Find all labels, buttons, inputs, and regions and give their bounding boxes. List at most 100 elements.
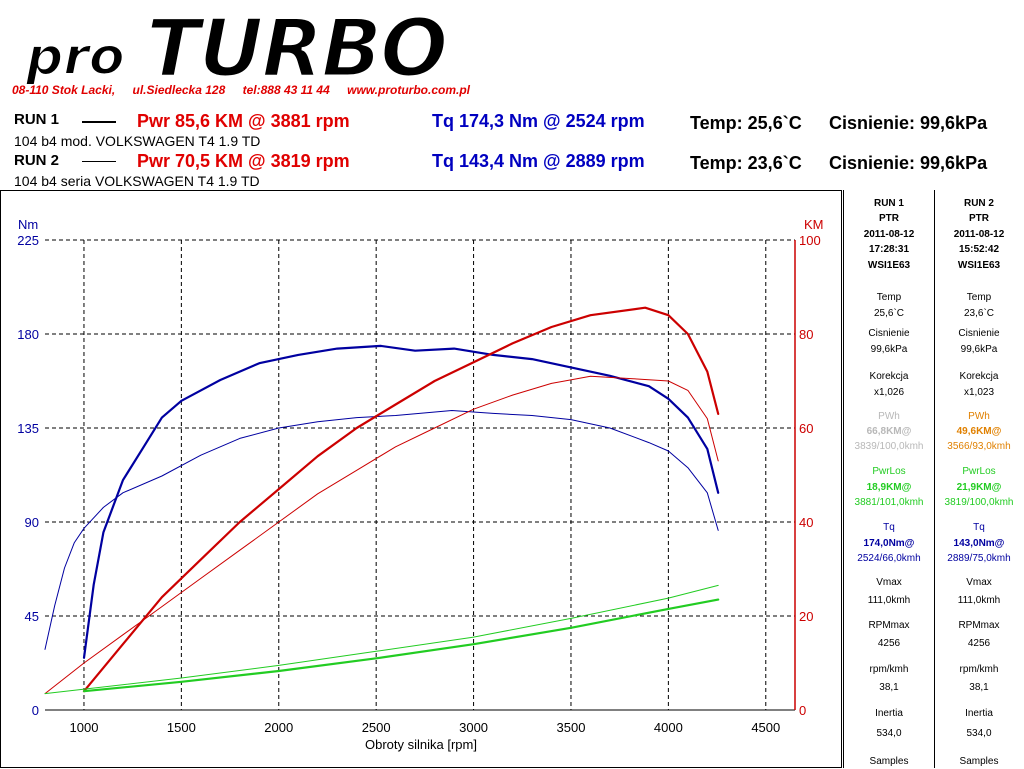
run2-rpmmax-title: RPMmax [958, 620, 1000, 631]
run1-rpmkmh-value: 38,1 [879, 682, 899, 693]
run2-description: 104 b4 seria VOLKSWAGEN T4 1.9 TD [14, 173, 260, 189]
run2-pwrlos-at: 3819/100,0kmh [944, 497, 1014, 508]
y-right-tick-label: 40 [799, 515, 813, 530]
run1-pwrlos-at: 3881/101,0kmh [854, 497, 924, 508]
run2-pressure: Cisnienie: 99,6kPa [829, 153, 988, 173]
run1-detail-run: RUN 1 [873, 198, 904, 209]
run2-detail-id: WSI1E63 [957, 260, 1001, 271]
y-left-axis-label: Nm [18, 217, 38, 232]
run1-temp-value: 25,6`C [873, 308, 904, 319]
run1-rpmkmh-title: rpm/kmh [869, 664, 909, 675]
run2-temp-value: 23,6`C [963, 308, 994, 319]
run1-vmax-title: Vmax [876, 577, 902, 588]
x-tick-label: 3500 [557, 720, 586, 735]
run2-kor-value: x1,023 [963, 387, 995, 398]
series-line-3 [82, 306, 720, 693]
run2-detail-run: RUN 2 [963, 198, 994, 209]
run2-pwrlos-title: PwrLos [962, 466, 996, 477]
run1-description: 104 b4 mod. VOLKSWAGEN T4 1.9 TD [14, 133, 261, 149]
grid [45, 239, 795, 710]
y-left-tick-label: 0 [32, 703, 39, 718]
y-right-tick-label: 80 [799, 327, 813, 342]
run2-pwh-title: PWh [968, 411, 990, 422]
run1-label: RUN 1 [14, 111, 60, 128]
run2-pwrlos-value: 21,9KM@ [956, 482, 1002, 493]
run2-vmax-value: 111,0kmh [957, 595, 1001, 606]
x-tick-label: 3000 [459, 720, 488, 735]
series-line-4 [44, 375, 719, 695]
run1-power: Pwr 85,6 KM @ 3881 rpm [137, 111, 350, 131]
series-line-2 [44, 410, 719, 650]
run1-pwh-value: 66,8KM@ [866, 426, 912, 437]
y-left-tick-label: 90 [25, 515, 39, 530]
run2-line-swatch [82, 161, 116, 162]
axes: 1000 1500 2000 2500 3000 3500 4000 450004590135… [17, 233, 820, 735]
contact-info: 08-110 Stok Lacki, ul.Siedlecka 128 tel:… [12, 83, 484, 97]
y-right-tick-label: 20 [799, 609, 813, 624]
dyno-chart: 1000 1500 2000 2500 3000 3500 4000 450004590135… [17, 217, 824, 752]
run2-temp-title: Temp [966, 292, 992, 303]
run1-tq-at: 2524/66,0kmh [857, 553, 921, 564]
run1-kor-title: Korekcja [869, 371, 909, 382]
run1-detail-time: 17:28:31 [868, 244, 910, 255]
run1-rpmmax-title: RPMmax [868, 620, 910, 631]
run1-samples-title: Samples [869, 756, 909, 767]
run1-pressure: Cisnienie: 99,6kPa [829, 113, 988, 133]
y-right-tick-label: 0 [799, 703, 806, 718]
run2-cisn-title: Cisnienie [958, 328, 1000, 339]
contact-address: 08-110 Stok Lacki, [12, 83, 116, 97]
run2-inertia-value: 534,0 [966, 728, 992, 739]
run2-detail-time: 15:52:42 [958, 244, 1000, 255]
series-line-5 [82, 598, 720, 693]
run1-inertia-value: 534,0 [876, 728, 902, 739]
series-line-6 [44, 584, 719, 695]
x-tick-label: 1000 [70, 720, 99, 735]
y-right-tick-label: 60 [799, 421, 813, 436]
y-left-tick-label: 135 [17, 421, 39, 436]
run2-pwh-value: 49,6KM@ [956, 426, 1002, 437]
svg-text:pro: pro [25, 27, 125, 86]
run1-temp: Temp: 25,6`C [690, 113, 802, 133]
run2-torque: Tq 143,4 Nm @ 2889 rpm [432, 151, 645, 171]
y-right-tick-label: 100 [799, 233, 821, 248]
series-line-1 [82, 344, 720, 659]
run2-rpmmax-value: 4256 [967, 638, 991, 649]
run1-pwrlos-value: 18,9KM@ [866, 482, 912, 493]
run1-tq-value: 174,0Nm@ [863, 538, 915, 549]
run2-vmax-title: Vmax [966, 577, 992, 588]
run2-kor-title: Korekcja [959, 371, 999, 382]
run1-pwrlos-title: PwrLos [872, 466, 906, 477]
run2-detail-date: 2011-08-12 [953, 229, 1005, 240]
contact-street: ul.Siedlecka 128 [132, 83, 226, 97]
run2-samples-title: Samples [959, 756, 999, 767]
x-tick-label: 1500 [167, 720, 196, 735]
contact-phone: tel:888 43 11 44 [242, 83, 330, 97]
run2-rpmkmh-value: 38,1 [969, 682, 989, 693]
run1-details-column: RUN 1 PTR 2011-08-12 17:28:31 WSI1E63 Te… [844, 190, 935, 768]
run1-tq-title: Tq [883, 522, 895, 533]
run1-kor-value: x1,026 [873, 387, 905, 398]
x-axis-label: Obroty silnika [rpm] [365, 737, 477, 752]
run1-pwh-at: 3839/100,0kmh [854, 441, 924, 452]
run2-label: RUN 2 [14, 152, 60, 169]
run2-tq-title: Tq [973, 522, 985, 533]
run2-pwh-at: 3566/93,0kmh [947, 441, 1011, 452]
run1-pwh-title: PWh [878, 411, 900, 422]
x-tick-label: 4500 [751, 720, 780, 735]
run1-rpmmax-value: 4256 [877, 638, 901, 649]
run2-details-column: RUN 2 PTR 2011-08-12 15:52:42 WSI1E63 Te… [934, 190, 1024, 768]
run1-detail-date: 2011-08-12 [863, 229, 915, 240]
proturbo-logo: pro TURBO [6, 4, 561, 86]
run1-detail-ptr: PTR [879, 213, 899, 224]
run2-temp: Temp: 23,6`C [690, 153, 802, 173]
run1-temp-title: Temp [876, 292, 902, 303]
x-tick-label: 2000 [264, 720, 293, 735]
run-details-panel: RUN 1 PTR 2011-08-12 17:28:31 WSI1E63 Te… [843, 190, 1024, 768]
y-left-tick-label: 45 [25, 609, 39, 624]
run2-tq-value: 143,0Nm@ [953, 538, 1005, 549]
y-right-axis-label: KM [804, 217, 824, 232]
run2-tq-at: 2889/75,0kmh [947, 553, 1011, 564]
y-left-tick-label: 180 [17, 327, 39, 342]
run1-line-swatch [82, 121, 116, 123]
x-tick-label: 2500 [362, 720, 391, 735]
